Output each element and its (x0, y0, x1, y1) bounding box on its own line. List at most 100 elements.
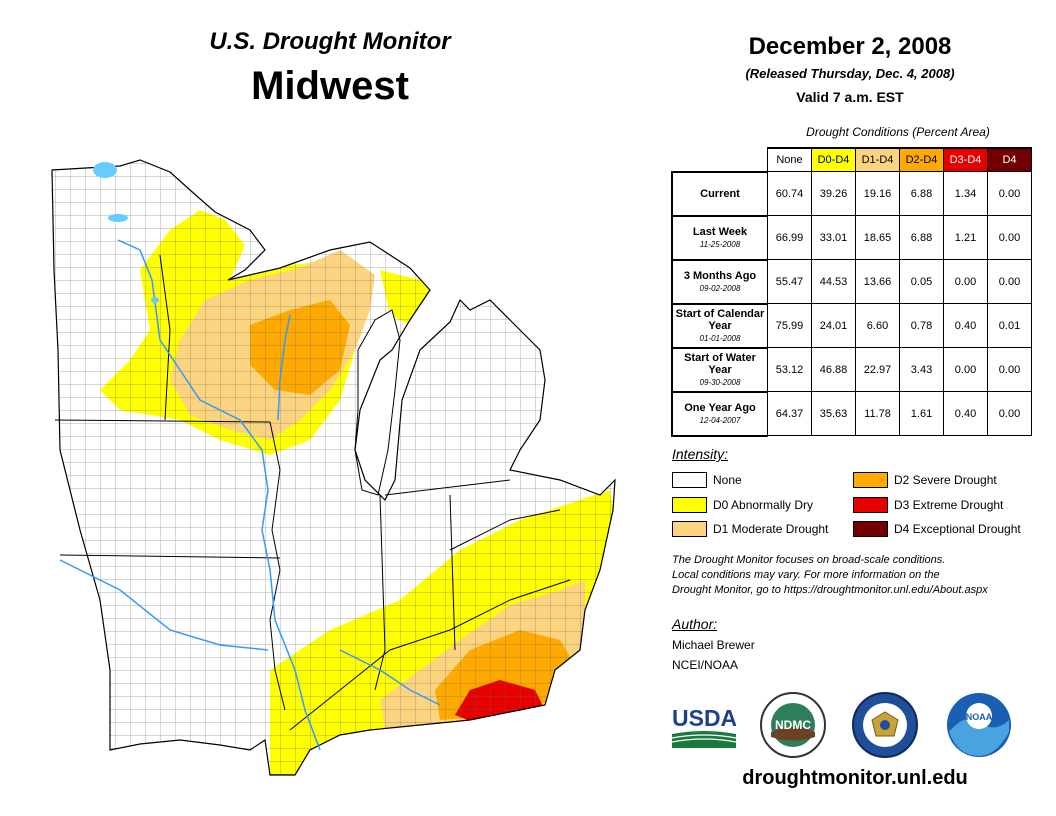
table-cell: 0.00 (987, 347, 1032, 392)
state-borders (54, 254, 571, 731)
table-row: Start of Calendar Year 01-01-2008 75.99 2… (671, 302, 1032, 348)
row-label: One Year Ago (684, 402, 756, 414)
legend-swatch (672, 521, 707, 537)
table-cell: 0.00 (943, 259, 988, 304)
col-d2-d4: D2-D4 (899, 147, 944, 172)
table-cell: 0.40 (943, 303, 988, 348)
legend-swatch (853, 521, 888, 537)
table-cell: 0.78 (899, 303, 944, 348)
note-line: Drought Monitor, go to https://droughtmo… (672, 584, 988, 596)
table-row: One Year Ago 12-04-2007 64.37 35.63 11.78… (671, 390, 1032, 437)
table-cell: 22.97 (855, 347, 900, 392)
table-cell: 0.00 (943, 347, 988, 392)
table-cell: 35.63 (811, 391, 856, 436)
table-cell: 6.88 (899, 215, 944, 260)
website-url[interactable]: droughtmonitor.unl.edu (742, 767, 968, 789)
row-date: 01-01-2008 (699, 334, 741, 343)
table-cell: 24.01 (811, 303, 856, 348)
legend-item-d4: D4 Exceptional Drought (853, 521, 1021, 537)
table-cell: 0.00 (987, 391, 1032, 436)
author-heading: Author: (672, 616, 718, 632)
legend-label: D0 Abnormally Dry (713, 498, 814, 512)
table-cell: 0.00 (987, 171, 1032, 216)
table-cell: 19.16 (855, 171, 900, 216)
table-cell: 46.88 (811, 347, 856, 392)
legend-label: D4 Exceptional Drought (894, 522, 1021, 536)
table-cell: 6.60 (855, 303, 900, 348)
table-cell: 0.05 (899, 259, 944, 304)
row-date: 09-30-2008 (699, 378, 741, 387)
table-cell: 3.43 (899, 347, 944, 392)
legend-swatch (672, 472, 707, 488)
author-name: Michael Brewer (672, 638, 755, 652)
table-row: Current 60.74 39.26 19.16 6.88 1.34 0.00 (671, 170, 1032, 216)
table-cell: 64.37 (767, 391, 812, 436)
row-date: 09-02-2008 (699, 284, 741, 293)
noaa-logo: NOAA (947, 693, 1011, 757)
table-row: 3 Months Ago 09-02-2008 55.47 44.53 13.66… (671, 258, 1032, 304)
legend-swatch (853, 497, 888, 513)
table-cell: 55.47 (767, 259, 812, 304)
drought-map (51, 159, 616, 776)
row-label: Start of Calendar Year (675, 308, 765, 332)
note-line: Local conditions may vary. For more info… (672, 569, 940, 581)
release-date: (Released Thursday, Dec. 4, 2008) (745, 66, 955, 81)
commerce-seal-logo (852, 692, 918, 758)
table-cell: 33.01 (811, 215, 856, 260)
col-none: None (767, 147, 812, 172)
legend-item-d3: D3 Extreme Drought (853, 497, 1003, 513)
valid-time: Valid 7 a.m. EST (796, 89, 904, 105)
table-row: Last Week 11-25-2008 66.99 33.01 18.65 6.… (671, 214, 1032, 260)
noaa-logo-text: NOAA (966, 712, 993, 722)
table-cell: 0.01 (987, 303, 1032, 348)
map-title: U.S. Drought Monitor (209, 28, 451, 55)
table-cell: 39.26 (811, 171, 856, 216)
usda-logo-text: USDA (672, 705, 736, 731)
table-cell: 1.34 (943, 171, 988, 216)
table-cell: 1.21 (943, 215, 988, 260)
table-cell: 75.99 (767, 303, 812, 348)
legend-label: D2 Severe Drought (894, 473, 997, 487)
legend-label: None (713, 473, 742, 487)
disclaimer-note: The Drought Monitor focuses on broad-sca… (672, 553, 1052, 598)
table-cell: 44.53 (811, 259, 856, 304)
row-label: Start of Water Year (684, 352, 756, 376)
legend-label: D3 Extreme Drought (894, 498, 1004, 512)
table-cell: 66.99 (767, 215, 812, 260)
region-outline (51, 159, 616, 776)
row-label: Last Week (692, 226, 748, 238)
row-date: 11-25-2008 (699, 240, 741, 249)
legend-heading: Intensity: (672, 446, 729, 462)
legend-label: D1 Moderate Drought (713, 522, 829, 536)
legend-item-d2: D2 Severe Drought (853, 472, 997, 488)
table-row: Start of Water Year 09-30-2008 53.12 46.8… (671, 346, 1032, 392)
col-d0-d4: D0-D4 (811, 147, 856, 172)
col-d1-d4: D1-D4 (855, 147, 900, 172)
row-label: 3 Months Ago (683, 270, 757, 282)
map-date: December 2, 2008 (748, 33, 952, 60)
table-cell: 11.78 (855, 391, 900, 436)
col-d3-d4: D3-D4 (943, 147, 988, 172)
table-cell: 0.00 (987, 215, 1032, 260)
table-cell: 60.74 (767, 171, 812, 216)
table-cell: 1.61 (899, 391, 944, 436)
legend-swatch (672, 497, 707, 513)
usda-logo: USDA (672, 705, 736, 748)
table-cell: 18.65 (855, 215, 900, 260)
region-title: Midwest (251, 64, 409, 108)
legend-item-d0: D0 Abnormally Dry (672, 497, 813, 513)
table-cell: 13.66 (855, 259, 900, 304)
table-cell: 53.12 (767, 347, 812, 392)
table-cell: 0.00 (987, 259, 1032, 304)
drought-stats-table: None D0-D4 D1-D4 D2-D4 D3-D4 D4 Current … (671, 147, 1032, 437)
legend-item-none: None (672, 472, 742, 488)
row-label: Current (700, 187, 740, 200)
row-date: 12-04-2007 (699, 416, 741, 425)
northern-lakes (93, 162, 159, 303)
author-org: NCEI/NOAA (672, 658, 739, 672)
legend-swatch (853, 472, 888, 488)
col-d4: D4 (987, 147, 1032, 172)
ndmc-logo-text: NDMC (775, 718, 811, 732)
table-cell: 0.40 (943, 391, 988, 436)
note-line: The Drought Monitor focuses on broad-sca… (672, 554, 946, 566)
